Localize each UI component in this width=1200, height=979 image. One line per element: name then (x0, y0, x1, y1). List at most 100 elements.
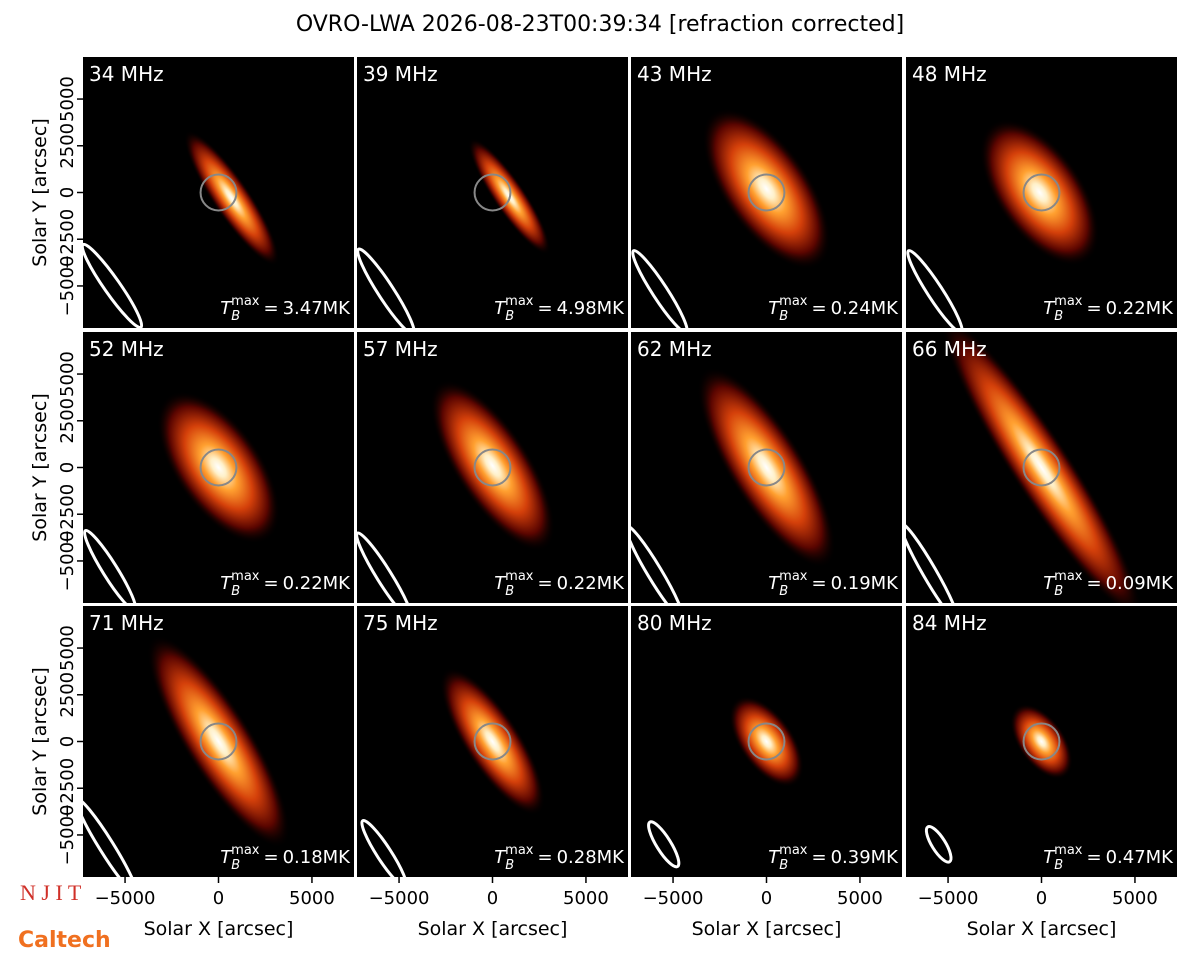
panel-image (83, 635, 290, 877)
tb-symbol: T (1043, 298, 1056, 319)
x-tick-label: −5000 (369, 888, 430, 909)
frequency-label: 34 MHz (89, 62, 164, 86)
tb-symbol: T (1043, 573, 1056, 594)
y-tick-label: 2500 (57, 123, 78, 169)
tb-sup: max (505, 843, 534, 858)
tb-sup: max (779, 569, 808, 584)
tb-max-label: TBmax = 0.09MK (1043, 569, 1174, 599)
tb-max-label: TBmax = 0.22MK (220, 569, 351, 599)
y-tick-label: −5000 (57, 531, 78, 592)
tb-sub: B (779, 584, 788, 599)
panel-image (357, 138, 551, 328)
tb-symbol: T (220, 573, 233, 594)
solar-disk (747, 448, 786, 487)
y-tick-label: 0 (57, 462, 78, 473)
y-tick-label: 2500 (57, 398, 78, 444)
tb-sub: B (231, 858, 240, 873)
solar-disk (473, 448, 512, 487)
tb-max-label: TBmax = 0.47MK (1043, 843, 1174, 873)
tb-equals: = (811, 573, 826, 594)
panel-image (631, 367, 836, 603)
emission (941, 332, 1142, 603)
tb-sub: B (231, 309, 240, 324)
tb-sub: B (1054, 584, 1063, 599)
tb-sub: B (505, 858, 514, 873)
x-axis-label: Solar X [arcsec] (967, 918, 1117, 940)
emission (440, 667, 545, 816)
beam (924, 824, 953, 864)
beam (83, 528, 138, 603)
solar-disk (199, 448, 238, 487)
tb-equals: = (263, 298, 278, 319)
tb-sup: max (231, 569, 260, 584)
tb-max-label: TBmax = 0.19MK (768, 569, 899, 599)
tb-value: 0.28MK (557, 847, 626, 868)
tb-max-label: TBmax = 3.47MK (220, 294, 351, 324)
x-axis-label: Solar X [arcsec] (418, 918, 568, 940)
y-tick-label: −2500 (57, 484, 78, 545)
emission (430, 380, 555, 552)
tb-max-label: TBmax = 0.22MK (1043, 294, 1174, 324)
panel-image (357, 380, 555, 603)
emission (184, 130, 280, 266)
y-tick-label: 5000 (57, 76, 78, 122)
tb-sub: B (1054, 309, 1063, 324)
tb-equals: = (811, 298, 826, 319)
tb-symbol: T (768, 298, 781, 319)
x-tick-label: −5000 (95, 888, 156, 909)
tb-symbol: T (494, 573, 507, 594)
tb-sub: B (231, 584, 240, 599)
solar-disk (747, 722, 786, 761)
panel-image (360, 667, 545, 877)
panel-image (83, 391, 280, 603)
x-tick-label: 0 (761, 888, 772, 909)
solar-disk (199, 722, 238, 761)
tb-equals: = (537, 847, 552, 868)
beam (906, 249, 964, 328)
frequency-label: 48 MHz (912, 62, 987, 86)
tb-value: 0.18MK (283, 847, 352, 868)
tb-max-label: TBmax = 0.39MK (768, 843, 899, 873)
tb-equals: = (1086, 298, 1101, 319)
frequency-label: 57 MHz (363, 337, 438, 361)
x-tick-label: 5000 (563, 888, 609, 909)
emission (1010, 703, 1073, 780)
tb-equals: = (1086, 847, 1101, 868)
tb-sup: max (231, 294, 260, 309)
x-tick-label: 0 (1036, 888, 1047, 909)
tb-sub: B (1054, 858, 1063, 873)
frequency-label: 62 MHz (637, 337, 712, 361)
frequency-label: 71 MHz (89, 611, 164, 635)
tb-sub: B (779, 858, 788, 873)
tb-sup: max (779, 843, 808, 858)
solar-disk (1022, 448, 1061, 487)
tb-sup: max (1054, 569, 1083, 584)
tb-sup: max (1054, 843, 1083, 858)
x-tick-label: 0 (487, 888, 498, 909)
y-tick-label: −5000 (57, 805, 78, 866)
tb-max-label: TBmax = 4.98MK (494, 294, 625, 324)
panel-image (647, 695, 804, 869)
frequency-label: 43 MHz (637, 62, 712, 86)
tb-equals: = (263, 573, 278, 594)
solar-disk (199, 173, 238, 212)
tb-value: 3.47MK (283, 298, 352, 319)
beam (357, 247, 416, 328)
chart-title: OVRO-LWA 2026-08-23T00:39:34 [refraction… (296, 12, 904, 37)
emission (697, 367, 836, 568)
tb-equals: = (263, 847, 278, 868)
emission (157, 391, 280, 544)
tb-value: 0.47MK (1106, 847, 1175, 868)
tb-sup: max (505, 569, 534, 584)
y-axis-label: Solar Y [arcsec] (29, 667, 51, 815)
beam (631, 524, 685, 603)
emission (979, 119, 1100, 266)
tb-value: 0.19MK (831, 573, 900, 594)
frequency-label: 75 MHz (363, 611, 438, 635)
logo-njit: N J I T (20, 880, 82, 905)
beam (360, 818, 408, 877)
tb-value: 0.24MK (831, 298, 900, 319)
tb-symbol: T (1043, 847, 1056, 868)
tb-equals: = (1086, 573, 1101, 594)
panel-image (83, 130, 280, 328)
